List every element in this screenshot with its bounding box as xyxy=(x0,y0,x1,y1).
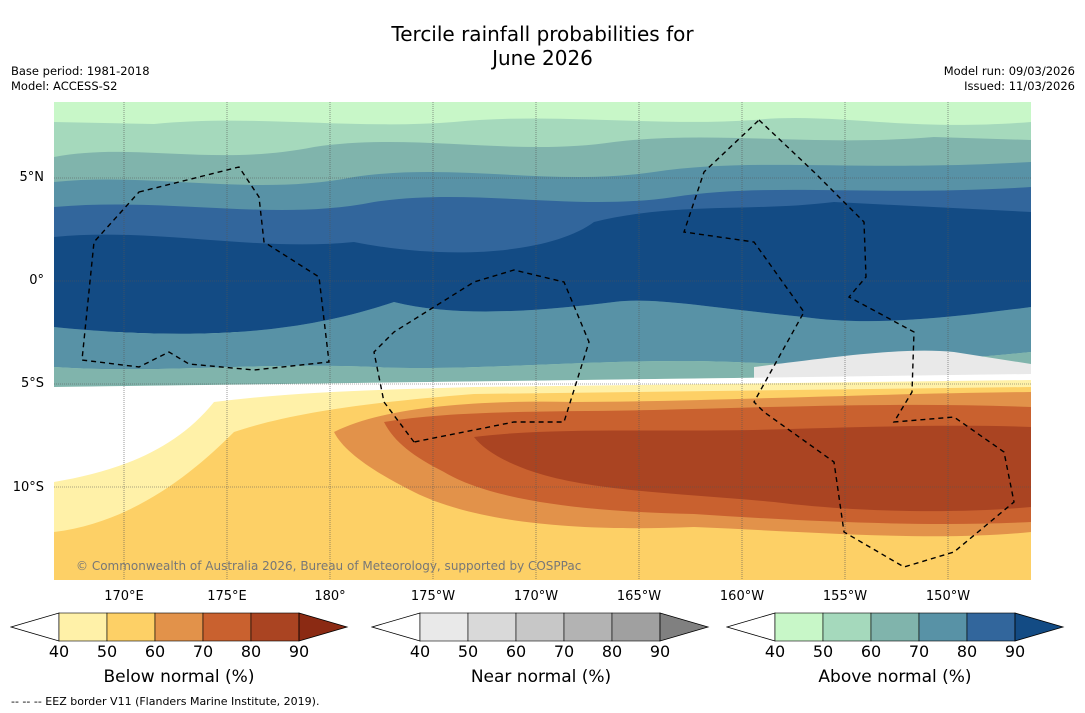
near-colorbar-tick: 40 xyxy=(409,642,431,661)
copyright-text: © Commonwealth of Australia 2026, Bureau… xyxy=(76,559,581,573)
near-colorbar-segment xyxy=(419,612,469,642)
colorbar-near xyxy=(371,612,710,642)
below-colorbar-segment xyxy=(106,612,156,642)
above-colorbar-tick: 60 xyxy=(860,642,882,661)
near-colorbar-tick: 80 xyxy=(601,642,623,661)
model-run-date: Model run: 09/03/2026 xyxy=(943,64,1075,78)
model-name: Model: ACCESS-S2 xyxy=(11,79,118,93)
near-colorbar-tick: 50 xyxy=(457,642,479,661)
near-colorbar-segment xyxy=(515,612,565,642)
above-colorbar-low-extend xyxy=(726,612,776,642)
above-colorbar-tick: 90 xyxy=(1004,642,1026,661)
below-colorbar-high-extend xyxy=(298,612,349,642)
near-colorbar-tick: 60 xyxy=(505,642,527,661)
lon-label-175e: 175°E xyxy=(207,589,247,604)
colorbar-above-title: Above normal (%) xyxy=(818,667,972,687)
map-title: Tercile rainfall probabilities for June … xyxy=(0,22,1085,70)
colorbar-below xyxy=(10,612,349,642)
lat-label-0: 0° xyxy=(29,273,44,288)
lat-label-5n: 5°N xyxy=(19,170,45,185)
colorbar-near-title: Near normal (%) xyxy=(470,667,612,687)
lon-label-150w: 150°W xyxy=(925,589,971,604)
near-colorbar-segment xyxy=(611,612,661,642)
lon-label-180: 180° xyxy=(314,589,346,604)
above-colorbar-tick: 50 xyxy=(812,642,834,661)
run-info: Model run: 09/03/2026 Issued: 11/03/2026 xyxy=(944,64,1075,94)
lon-label-160w: 160°W xyxy=(719,589,765,604)
base-period: Base period: 1981-2018 xyxy=(11,64,150,78)
issued-date: Issued: 11/03/2026 xyxy=(964,79,1075,93)
eez-border-tokelau xyxy=(373,269,590,443)
band-below-80 xyxy=(474,425,1031,512)
eez-borders xyxy=(81,119,1015,568)
graticule xyxy=(54,102,1031,580)
below-colorbar-tick: 90 xyxy=(288,642,310,661)
title-line-2: June 2026 xyxy=(492,46,593,70)
above-colorbar-segment xyxy=(774,612,824,642)
below-colorbar-tick: 50 xyxy=(96,642,118,661)
above-colorbar-tick: 70 xyxy=(908,642,930,661)
lat-label-5s: 5°S xyxy=(20,376,44,391)
band-above-40-north xyxy=(54,102,1031,125)
below-colorbar-tick: 80 xyxy=(240,642,262,661)
lon-label-170w: 170°W xyxy=(513,589,559,604)
below-colorbar-low-extend xyxy=(10,612,60,642)
rainfall-map: © Commonwealth of Australia 2026, Bureau… xyxy=(54,102,1031,580)
lon-label-175w: 175°W xyxy=(410,589,456,604)
above-colorbar-high-extend xyxy=(1014,612,1065,642)
above-colorbar-tick: 40 xyxy=(764,642,786,661)
near-colorbar-high-extend xyxy=(659,612,710,642)
band-above-90 xyxy=(54,202,1031,334)
near-colorbar-tick: 70 xyxy=(553,642,575,661)
above-colorbar-segment xyxy=(918,612,968,642)
below-colorbar-tick: 70 xyxy=(192,642,214,661)
near-colorbar-segment xyxy=(467,612,517,642)
near-colorbar-low-extend xyxy=(371,612,421,642)
below-colorbar-segment xyxy=(250,612,300,642)
band-above-60-south xyxy=(54,352,1031,387)
above-colorbar-segment xyxy=(822,612,872,642)
below-colorbar-segment xyxy=(154,612,204,642)
colorbar-below-title: Below normal (%) xyxy=(103,667,255,687)
near-colorbar-segment xyxy=(563,612,613,642)
eez-footnote: -- -- -- EEZ border V11 (Flanders Marine… xyxy=(11,695,320,708)
above-colorbar-tick: 80 xyxy=(956,642,978,661)
eez-border-kiribati-west xyxy=(81,166,330,371)
above-colorbar-segment xyxy=(966,612,1016,642)
lon-label-170e: 170°E xyxy=(104,589,144,604)
below-colorbar-segment xyxy=(58,612,108,642)
colorbar-above xyxy=(726,612,1065,642)
near-colorbar-tick: 90 xyxy=(649,642,671,661)
lon-label-155w: 155°W xyxy=(822,589,868,604)
below-colorbar-tick: 40 xyxy=(48,642,70,661)
band-above-70-south xyxy=(54,300,1031,370)
below-colorbar-segment xyxy=(202,612,252,642)
lat-label-10s: 10°S xyxy=(12,480,44,495)
title-line-1: Tercile rainfall probabilities for xyxy=(391,22,694,46)
below-colorbar-tick: 60 xyxy=(144,642,166,661)
lon-label-165w: 165°W xyxy=(616,589,662,604)
base-info: Base period: 1981-2018 Model: ACCESS-S2 xyxy=(11,64,150,94)
above-colorbar-segment xyxy=(870,612,920,642)
eez-border-kiribati-east xyxy=(683,119,1015,568)
